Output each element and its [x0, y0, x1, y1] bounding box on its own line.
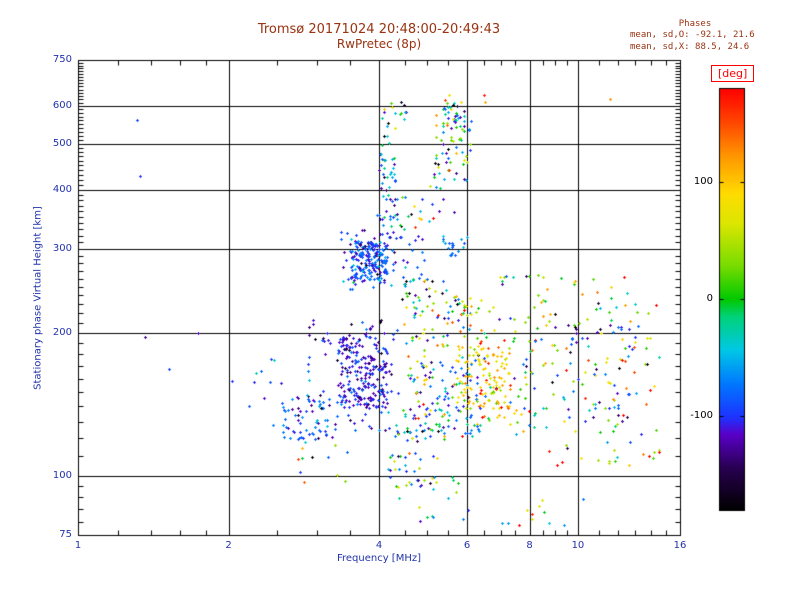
y-tick-label: 500: [52, 137, 72, 149]
x-tick-label: 16: [673, 540, 687, 551]
x-tick-label: 4: [375, 540, 383, 551]
y-tick-label: 200: [52, 326, 72, 338]
phase-stats-o-mode: mean, sd,O: -92.1, 21.6: [630, 30, 755, 41]
y-axis-label: Stationary phase Virtual Height [km]: [32, 206, 44, 390]
y-tick-label: 400: [52, 183, 72, 195]
colorbar-tick-label: 100: [693, 175, 713, 187]
x-tick-label: 2: [225, 540, 232, 551]
x-tick-label: 1: [74, 540, 82, 551]
colorbar-tick-label: 0: [706, 293, 713, 304]
phase-stats-header: Phases: [678, 19, 712, 29]
y-tick-label: 600: [52, 100, 72, 112]
colorbar-unit-label: [deg]: [711, 65, 755, 82]
x-tick-label: 10: [571, 540, 585, 551]
plot-title: Tromsø 20171024 20:48:00-20:49:43: [257, 22, 501, 37]
y-tick-label: 100: [52, 469, 72, 481]
x-axis-label: Frequency [MHz]: [336, 553, 422, 564]
phase-stats-annotation: Phases mean, sd,O: -92.1, 21.6 mean, sd,…: [630, 19, 760, 53]
y-tick-label: 300: [52, 243, 72, 255]
y-tick-label: 75: [59, 529, 72, 540]
phase-stats-x-mode: mean, sd,X: 88.5, 24.6: [630, 41, 750, 52]
y-tick-label: 750: [52, 54, 72, 65]
colorbar-tick-label: -100: [690, 410, 713, 422]
plot-subtitle: RwPretec (8p): [336, 37, 422, 51]
x-tick-label: 8: [526, 540, 533, 551]
x-tick-label: 6: [463, 540, 471, 551]
